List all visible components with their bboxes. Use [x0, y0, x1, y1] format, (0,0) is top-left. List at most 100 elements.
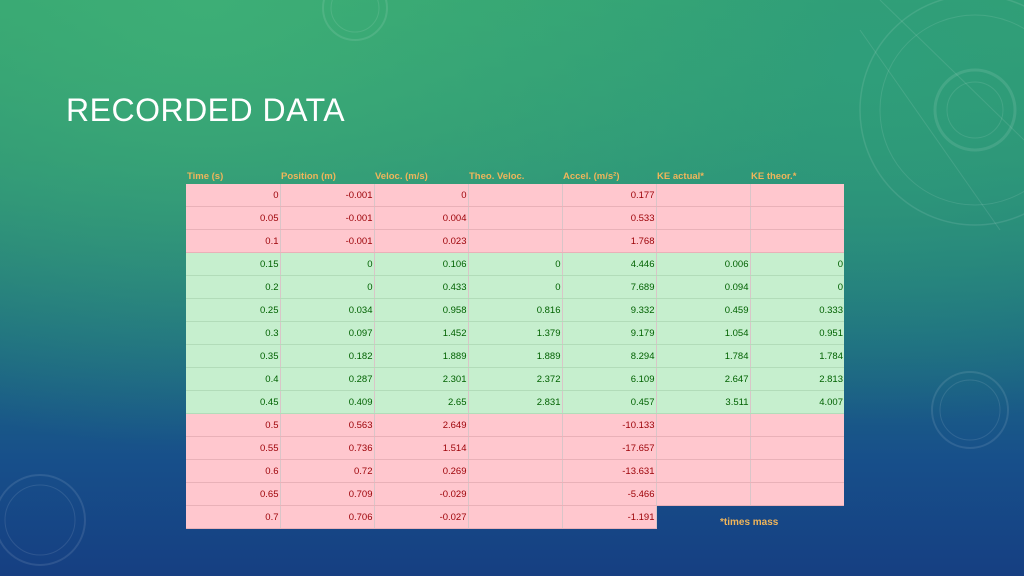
table-cell: 1.768	[562, 229, 657, 253]
table-cell	[468, 206, 563, 230]
table-cell: 0.951	[750, 321, 844, 345]
column-header: KE actual*	[657, 170, 704, 182]
table-row: 0.5 0.563 2.649 -10.133	[186, 413, 844, 437]
table-cell: 0.269	[374, 459, 469, 483]
table-cell	[656, 413, 751, 437]
table-cell: 7.689	[562, 275, 657, 299]
column-header: Accel. (m/s²)	[563, 170, 620, 182]
table-cell	[468, 482, 563, 506]
table-row: 0 -0.001 0 0.177	[186, 184, 844, 207]
table-row: 0.6 0.72 0.269 -13.631	[186, 459, 844, 483]
table-cell: 0.2	[186, 275, 281, 299]
table-cell: 4.446	[562, 252, 657, 276]
table-cell: 2.649	[374, 413, 469, 437]
table-cell: 9.332	[562, 298, 657, 322]
table-cell: 0.177	[562, 184, 657, 207]
slide-title: RECORDED DATA	[66, 92, 346, 128]
table-row: 0.15 0 0.106 0 4.446 0.006 0	[186, 252, 844, 276]
table-cell: -0.001	[280, 184, 375, 207]
table-cell: 2.301	[374, 367, 469, 391]
table-cell: 2.65	[374, 390, 469, 414]
table-cell: 0.1	[186, 229, 281, 253]
table-cell: 0.55	[186, 436, 281, 460]
table-cell	[468, 505, 563, 529]
table-cell: 0.4	[186, 367, 281, 391]
table-cell	[656, 229, 751, 253]
table-cell	[656, 482, 751, 506]
table-row: 0.3 0.097 1.452 1.379 9.179 1.054 0.951	[186, 321, 844, 345]
table-cell: 1.784	[656, 344, 751, 368]
table-cell: 0.333	[750, 298, 844, 322]
table-cell	[468, 436, 563, 460]
table-cell: 2.813	[750, 367, 844, 391]
table-cell	[750, 184, 844, 207]
table-row: 0.4 0.287 2.301 2.372 6.109 2.647 2.813	[186, 367, 844, 391]
table-header-row: Time (s) Position (m) Veloc. (m/s) Theo. Ve…	[186, 168, 844, 184]
table-cell: -1.191	[562, 505, 657, 529]
table-cell: 0.409	[280, 390, 375, 414]
table-cell: 0.45	[186, 390, 281, 414]
table-cell: 0.6	[186, 459, 281, 483]
table-cell: 0.097	[280, 321, 375, 345]
table-cell	[656, 184, 751, 207]
table-cell	[656, 459, 751, 483]
table-cell	[750, 482, 844, 506]
table-cell: -0.001	[280, 206, 375, 230]
column-header: Time (s)	[187, 170, 224, 182]
table-cell: 0.3	[186, 321, 281, 345]
table-cell: 0.457	[562, 390, 657, 414]
table-cell: -17.657	[562, 436, 657, 460]
table-cell: 4.007	[750, 390, 844, 414]
table-cell: -13.631	[562, 459, 657, 483]
table-cell	[750, 229, 844, 253]
table-cell: 2.831	[468, 390, 563, 414]
table-cell: 0.736	[280, 436, 375, 460]
table-cell: 0.533	[562, 206, 657, 230]
table-cell: 0.5	[186, 413, 281, 437]
table-cell: 8.294	[562, 344, 657, 368]
table-cell: -5.466	[562, 482, 657, 506]
table-cell: 9.179	[562, 321, 657, 345]
table-cell	[750, 436, 844, 460]
table-cell: 2.372	[468, 367, 563, 391]
table-cell: 0.094	[656, 275, 751, 299]
table-cell: 0.816	[468, 298, 563, 322]
table-cell: 0.459	[656, 298, 751, 322]
table-row: 0.55 0.736 1.514 -17.657	[186, 436, 844, 460]
table-cell: 0.05	[186, 206, 281, 230]
table-cell: -0.029	[374, 482, 469, 506]
table-cell: 0.004	[374, 206, 469, 230]
recorded-data-table: Time (s) Position (m) Veloc. (m/s) Theo. Ve…	[186, 168, 844, 529]
table-cell: 0	[468, 252, 563, 276]
table-cell	[468, 459, 563, 483]
table-cell	[468, 229, 563, 253]
data-table-container: Time (s) Position (m) Veloc. (m/s) Theo. Ve…	[186, 168, 844, 529]
table-cell: 0.023	[374, 229, 469, 253]
table-row: 0.45 0.409 2.65 2.831 0.457 3.511 4.007	[186, 390, 844, 414]
table-cell: 1.889	[374, 344, 469, 368]
table-cell: 1.054	[656, 321, 751, 345]
table-body: 0 -0.001 0 0.177 0.05 -0.001 0.004 0.533 0.1 -0.0…	[186, 184, 844, 529]
table-cell: 0	[750, 275, 844, 299]
table-cell: 3.511	[656, 390, 751, 414]
table-cell: 0	[750, 252, 844, 276]
table-cell: 6.109	[562, 367, 657, 391]
table-cell	[468, 184, 563, 207]
table-cell: 0	[186, 184, 281, 207]
table-cell: 0.35	[186, 344, 281, 368]
table-cell: 1.379	[468, 321, 563, 345]
table-cell: 0.563	[280, 413, 375, 437]
table-cell	[656, 206, 751, 230]
table-cell: 0.958	[374, 298, 469, 322]
table-cell: 1.889	[468, 344, 563, 368]
table-cell: 0.106	[374, 252, 469, 276]
table-cell	[656, 436, 751, 460]
table-cell: 0	[280, 252, 375, 276]
table-cell: 0.034	[280, 298, 375, 322]
table-row: 0.2 0 0.433 0 7.689 0.094 0	[186, 275, 844, 299]
table-cell: 1.784	[750, 344, 844, 368]
footnote-times-mass: *times mass	[720, 517, 779, 528]
table-cell: -0.027	[374, 505, 469, 529]
column-header: Veloc. (m/s)	[375, 170, 428, 182]
table-cell: 0.706	[280, 505, 375, 529]
